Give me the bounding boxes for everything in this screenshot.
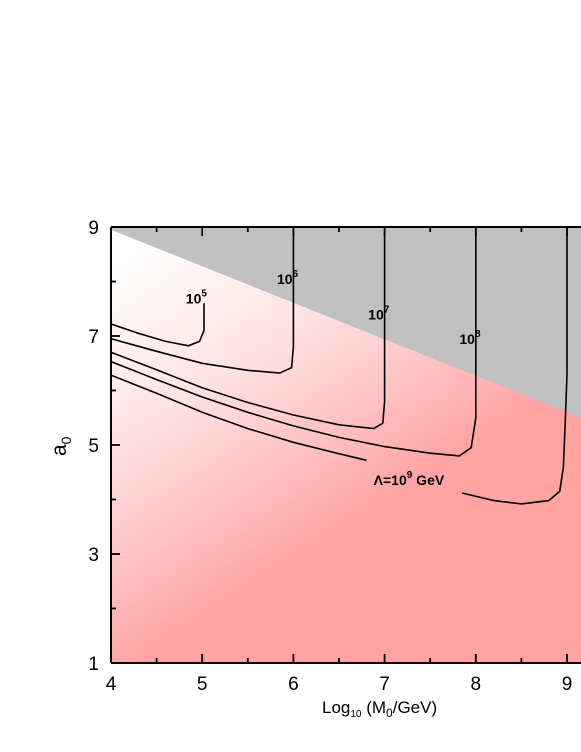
contour-line-2 xyxy=(111,229,295,374)
y-tick-label: 5 xyxy=(88,436,99,457)
y-tick-label: 9 xyxy=(88,218,99,239)
x-tick-label: 9 xyxy=(562,674,573,695)
x-tick-label: 4 xyxy=(106,674,117,695)
x-tick-label: 7 xyxy=(379,674,390,695)
contour-line-5-part-1 xyxy=(111,374,367,462)
x-tick-label: 5 xyxy=(197,674,208,695)
axis-ticks xyxy=(110,226,568,664)
x-tick-label: 6 xyxy=(288,674,299,695)
contour-line-5-part-2 xyxy=(461,229,568,505)
x-tick-label: 8 xyxy=(471,674,482,695)
contour-lines xyxy=(111,229,568,505)
contour-label-5: Λ=109 GeV xyxy=(374,470,445,488)
contour-label-1: 105 xyxy=(186,288,208,306)
excluded-region xyxy=(111,227,581,418)
contour-line-4 xyxy=(111,229,477,457)
y-tick-label: 7 xyxy=(88,327,99,348)
contour-label-4: 108 xyxy=(459,329,481,347)
contour-label-2: 106 xyxy=(277,269,299,287)
contour-labels: 105 106 107 108 Λ=109 GeV xyxy=(186,269,481,488)
y-tick-label: 3 xyxy=(88,545,99,566)
y-tick-label: 1 xyxy=(88,654,99,675)
contour-line-3 xyxy=(111,229,386,430)
contour-label-3: 107 xyxy=(368,305,390,323)
contour-line-1 xyxy=(111,303,205,347)
tick-labels: 4 5 6 7 8 9 1 3 5 7 9 xyxy=(88,218,572,695)
x-axis-title: Log10 (M0/GeV) xyxy=(322,698,437,720)
y-axis-title: a0 xyxy=(48,436,74,456)
